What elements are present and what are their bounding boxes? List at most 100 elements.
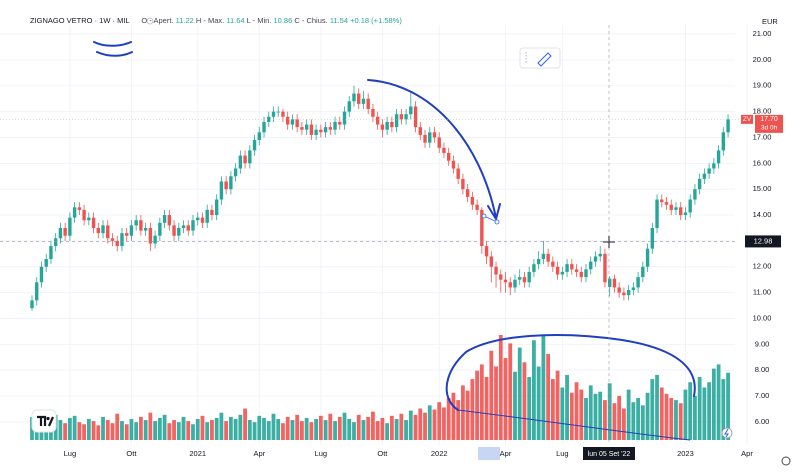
candle-body <box>697 178 702 190</box>
volume-bar <box>404 420 408 440</box>
volume-bar <box>560 387 565 440</box>
volume-bar <box>247 420 252 440</box>
y-tick-label: 12.00 <box>753 262 772 271</box>
candle-body <box>636 277 640 288</box>
drawing-handle[interactable] <box>494 219 500 225</box>
volume-bar <box>508 343 513 440</box>
x-tick-label: Lug <box>64 449 77 458</box>
change: +0.18 (+1.58%) <box>350 16 402 25</box>
y-tick-label: 15.00 <box>753 184 772 193</box>
cursor <box>603 236 615 248</box>
candle-body <box>565 264 569 272</box>
volume-bar <box>494 366 498 440</box>
volume-bar <box>683 389 688 440</box>
volume-bar <box>603 400 607 440</box>
x-tick-label: Lug <box>556 449 569 458</box>
volume-bar <box>432 409 437 440</box>
volume-bar <box>456 400 461 440</box>
l-value: 10.86 <box>274 16 293 25</box>
candle-body <box>503 279 508 283</box>
candle-body <box>693 189 697 200</box>
volume-bar <box>489 350 494 440</box>
volume-bar <box>219 412 224 440</box>
volume-bar <box>323 420 328 440</box>
crosshair-date: lun 05 Set '22 <box>588 451 631 458</box>
candle-body <box>726 119 730 133</box>
candle-body <box>423 134 427 143</box>
candle-body <box>333 121 337 130</box>
volume-bar <box>716 364 721 440</box>
volume-bar <box>172 420 176 440</box>
y-tick-label: 7.00 <box>755 391 770 400</box>
logo-mark <box>37 415 47 426</box>
candle-body <box>551 261 555 267</box>
candle-body <box>148 227 153 244</box>
volume-bar <box>442 407 446 440</box>
candle-body <box>679 207 683 216</box>
candle-body <box>522 277 527 283</box>
volume-bar <box>124 424 129 440</box>
candle-body <box>328 127 333 130</box>
candle-body <box>115 240 119 247</box>
settings-icon[interactable] <box>781 456 791 466</box>
volume-bar <box>257 415 262 440</box>
candle-layer <box>30 85 730 311</box>
candle-body <box>707 168 711 174</box>
candle-body <box>44 259 48 267</box>
volume-bar <box>243 408 247 440</box>
volume-bar <box>162 414 167 440</box>
candle-body <box>134 220 138 226</box>
volume-bar <box>636 398 640 440</box>
drawing-toolbar[interactable] <box>519 47 561 69</box>
logo[interactable] <box>31 409 57 433</box>
volume-bar <box>167 423 172 440</box>
candle-body <box>233 168 238 177</box>
candle-body <box>721 132 726 151</box>
candle-body <box>319 129 323 133</box>
candle-body <box>205 209 209 223</box>
x-tick-label: 2022 <box>431 449 448 458</box>
ink-stroke <box>93 41 132 47</box>
alert-icon[interactable] <box>721 427 733 439</box>
candle-body <box>622 292 626 296</box>
volume-bar <box>58 420 63 440</box>
volume-bar <box>139 416 143 440</box>
volume-bar <box>333 421 337 440</box>
volume-bar <box>517 347 522 440</box>
volume-bar <box>385 423 390 440</box>
logo-dot <box>46 416 50 421</box>
countdown: 3d 0h <box>761 125 778 132</box>
pencil-icon[interactable] <box>537 52 552 67</box>
candle-body <box>342 111 347 125</box>
time-axis: Lug Ott 2021 Apr Lug Ott 2022 Apr Lug 2023 Apr <box>64 449 754 458</box>
volume-bar <box>584 398 588 440</box>
candle-body <box>489 256 494 267</box>
volume-bar <box>276 419 281 440</box>
volume-bar <box>707 382 712 440</box>
c-label: C - Chius. <box>294 16 327 25</box>
candle-body <box>304 124 309 130</box>
volume-bar <box>304 417 309 440</box>
volume-bar <box>361 420 366 440</box>
candle-body <box>39 266 44 283</box>
volume-bar <box>285 416 290 440</box>
x-tick-label: 2021 <box>189 449 206 458</box>
candle-body <box>352 93 356 102</box>
volume-bar <box>621 408 626 440</box>
candle-body <box>219 181 224 200</box>
currency[interactable]: EUR <box>762 17 778 26</box>
candle-body <box>371 109 375 117</box>
y-tick-label: 14.00 <box>753 210 772 219</box>
candle-body <box>669 204 673 210</box>
volume-bar <box>555 370 560 440</box>
eye-icon[interactable] <box>146 17 154 25</box>
volume-bar <box>110 423 115 440</box>
volume-bar <box>380 417 385 440</box>
y-tick-label: 8.00 <box>755 365 770 374</box>
y-tick-label: 20.00 <box>753 55 772 64</box>
volume-bar <box>105 420 110 440</box>
volume-bar <box>536 366 541 440</box>
drawing-handle[interactable] <box>481 213 487 219</box>
candle-body <box>626 290 631 296</box>
candle-body <box>357 93 361 104</box>
